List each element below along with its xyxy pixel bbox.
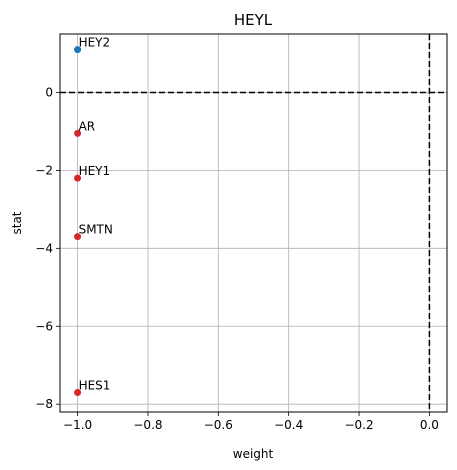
x-tick-label: 0.0 xyxy=(420,418,439,432)
y-tick-label: −8 xyxy=(35,397,53,411)
data-point-label: HEY1 xyxy=(79,164,111,178)
x-axis-label: weight xyxy=(233,447,274,461)
x-tick-label: −0.4 xyxy=(274,418,303,432)
chart-title: HEYL xyxy=(234,11,273,29)
data-point-label: AR xyxy=(79,119,96,133)
data-point xyxy=(74,46,82,54)
data-point xyxy=(74,389,82,397)
reference-lines xyxy=(60,34,447,412)
data-point-label: HES1 xyxy=(79,379,111,393)
data-point xyxy=(74,174,82,182)
plot-frame xyxy=(59,33,448,413)
y-tick-label: −4 xyxy=(35,241,53,255)
x-tick-label: −0.6 xyxy=(204,418,233,432)
data-points xyxy=(74,46,82,397)
data-point xyxy=(74,129,82,137)
x-tick-label: −1.0 xyxy=(63,418,92,432)
data-point xyxy=(74,233,82,241)
y-tick-label: −2 xyxy=(35,163,53,177)
data-point-label: HEY2 xyxy=(79,36,111,50)
data-point-label: SMTN xyxy=(79,223,113,237)
y-tick-label: −6 xyxy=(35,319,53,333)
y-axis-ticks: 0 −2 −4 −6 −8 xyxy=(35,85,60,411)
y-axis-label: stat xyxy=(10,211,24,234)
y-tick-label: 0 xyxy=(45,85,53,99)
x-tick-label: −0.2 xyxy=(344,418,373,432)
x-tick-label: −0.8 xyxy=(133,418,162,432)
x-axis-ticks: −1.0 −0.8 −0.6 −0.4 −0.2 0.0 xyxy=(63,412,439,432)
grid-lines xyxy=(60,34,447,412)
point-labels: HEY2 AR HEY1 SMTN HES1 xyxy=(79,36,113,393)
